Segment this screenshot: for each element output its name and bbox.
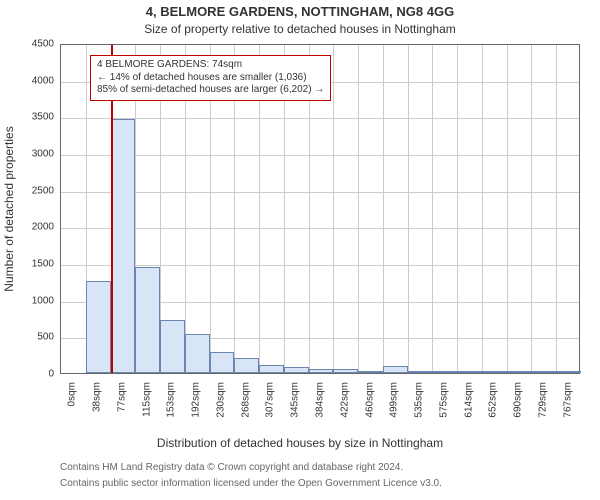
x-tick-label: 0sqm xyxy=(67,382,78,432)
x-tick-label: 460sqm xyxy=(364,382,375,432)
gridline-v xyxy=(482,45,483,373)
histogram-bar xyxy=(482,371,507,373)
histogram-bar xyxy=(408,371,433,373)
y-tick-label: 4000 xyxy=(14,75,54,86)
histogram-bar xyxy=(507,371,532,373)
gridline-v xyxy=(507,45,508,373)
x-tick-label: 499sqm xyxy=(389,382,400,432)
y-tick-label: 500 xyxy=(14,332,54,343)
gridline-h xyxy=(61,155,579,156)
chart-subtitle: Size of property relative to detached ho… xyxy=(0,22,600,36)
x-tick-label: 153sqm xyxy=(166,382,177,432)
histogram-bar xyxy=(358,371,383,373)
x-tick-label: 652sqm xyxy=(488,382,499,432)
chart-container: 4, BELMORE GARDENS, NOTTINGHAM, NG8 4GG … xyxy=(0,0,600,500)
gridline-v xyxy=(358,45,359,373)
x-tick-label: 384sqm xyxy=(315,382,326,432)
x-tick-label: 77sqm xyxy=(116,382,127,432)
histogram-bar xyxy=(259,365,284,373)
gridline-h xyxy=(61,228,579,229)
y-tick-label: 3000 xyxy=(14,149,54,160)
chart-title: 4, BELMORE GARDENS, NOTTINGHAM, NG8 4GG xyxy=(0,4,600,19)
x-tick-label: 422sqm xyxy=(339,382,350,432)
x-tick-label: 307sqm xyxy=(265,382,276,432)
annotation-line: 85% of semi-detached houses are larger (… xyxy=(97,84,324,97)
x-tick-label: 345sqm xyxy=(290,382,301,432)
histogram-bar xyxy=(160,320,185,373)
gridline-v xyxy=(333,45,334,373)
y-tick-label: 2000 xyxy=(14,222,54,233)
histogram-bar xyxy=(457,371,482,373)
x-tick-label: 268sqm xyxy=(240,382,251,432)
x-tick-label: 535sqm xyxy=(414,382,425,432)
y-tick-label: 4500 xyxy=(14,39,54,50)
histogram-bar xyxy=(531,371,556,373)
x-tick-label: 767sqm xyxy=(562,382,573,432)
histogram-bar xyxy=(284,367,309,373)
y-tick-label: 1000 xyxy=(14,295,54,306)
annotation-line: ← 14% of detached houses are smaller (1,… xyxy=(97,72,324,85)
histogram-bar xyxy=(556,371,581,373)
x-axis-label: Distribution of detached houses by size … xyxy=(0,436,600,450)
x-tick-label: 192sqm xyxy=(191,382,202,432)
histogram-bar xyxy=(185,334,210,373)
x-tick-label: 115sqm xyxy=(141,382,152,432)
x-tick-label: 38sqm xyxy=(92,382,103,432)
x-tick-label: 575sqm xyxy=(438,382,449,432)
gridline-h xyxy=(61,118,579,119)
gridline-v xyxy=(432,45,433,373)
histogram-bar xyxy=(432,371,457,373)
y-tick-label: 3500 xyxy=(14,112,54,123)
footer-line-1: Contains HM Land Registry data © Crown c… xyxy=(60,462,403,473)
x-tick-label: 230sqm xyxy=(215,382,226,432)
histogram-bar xyxy=(210,352,235,373)
histogram-bar xyxy=(111,119,136,373)
histogram-bar xyxy=(309,369,334,373)
gridline-v xyxy=(408,45,409,373)
histogram-bar xyxy=(86,281,111,373)
x-tick-label: 614sqm xyxy=(463,382,474,432)
annotation-line: 4 BELMORE GARDENS: 74sqm xyxy=(97,59,324,72)
histogram-bar xyxy=(383,366,408,373)
x-tick-label: 690sqm xyxy=(513,382,524,432)
gridline-v xyxy=(556,45,557,373)
footer-line-2: Contains public sector information licen… xyxy=(60,478,442,489)
histogram-bar xyxy=(333,369,358,373)
y-tick-label: 0 xyxy=(14,369,54,380)
x-tick-label: 729sqm xyxy=(537,382,548,432)
histogram-bar xyxy=(234,358,259,373)
annotation-box: 4 BELMORE GARDENS: 74sqm← 14% of detache… xyxy=(90,55,331,101)
gridline-v xyxy=(383,45,384,373)
histogram-bar xyxy=(135,267,160,373)
y-tick-label: 1500 xyxy=(14,259,54,270)
y-tick-label: 2500 xyxy=(14,185,54,196)
gridline-h xyxy=(61,192,579,193)
gridline-v xyxy=(531,45,532,373)
gridline-v xyxy=(457,45,458,373)
